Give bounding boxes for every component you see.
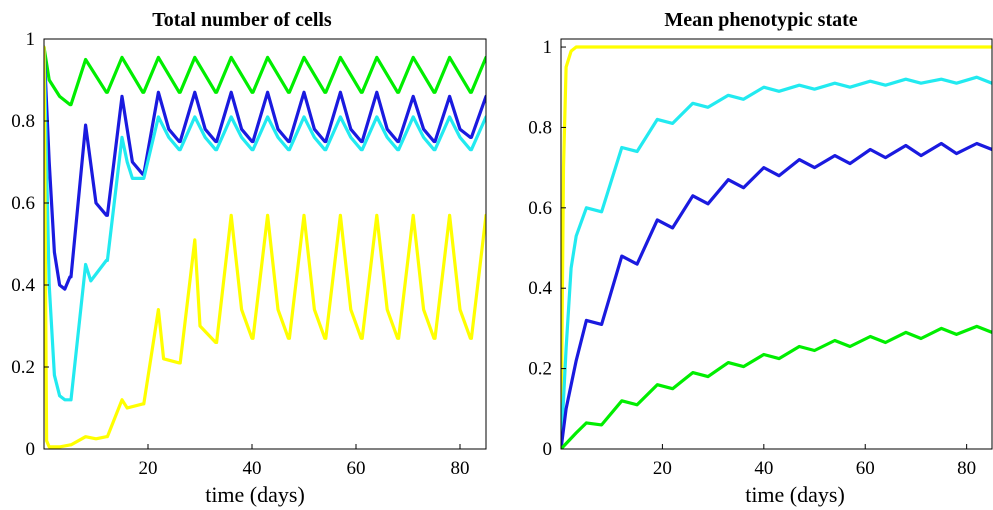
- chart-right-ytick-label: 0.8: [528, 117, 552, 138]
- chart-left-series-line-0: [44, 45, 486, 107]
- chart-right-series-line-0: [561, 45, 992, 449]
- chart-right-series-group: [561, 45, 992, 449]
- chart-left-ticks: 0 0.2 0.4 0.6 0.8 1 20 40 60 80: [11, 29, 469, 479]
- chart-left-ytick-label: 0.8: [11, 111, 35, 132]
- chart-right-ytick-label: 0.2: [528, 359, 552, 380]
- chart-left-series-line-1: [44, 45, 486, 291]
- chart-right-xlabel: time (days): [745, 482, 845, 507]
- chart-left-ytick-label: 0.6: [11, 193, 35, 214]
- chart-left-series-group: [44, 45, 486, 449]
- chart-left-xtick-label: 60: [347, 458, 366, 479]
- chart-right-ytick-label: 1: [543, 37, 553, 58]
- chart-left-ytick-label: 0.4: [11, 275, 35, 296]
- chart-left-ytick-label: 0: [26, 439, 36, 460]
- chart-right-frame: [560, 38, 993, 450]
- chart-left-series-line-2: [44, 45, 486, 402]
- chart-left-title: Total number of cells: [152, 9, 332, 31]
- chart-right-series-line-2: [561, 141, 992, 449]
- chart-right-xtick-label: 80: [957, 458, 976, 479]
- chart-right-title: Mean phenotypic state: [664, 9, 857, 31]
- chart-right-xtick-label: 60: [856, 458, 875, 479]
- chart-right-ytick-label: 0.6: [528, 198, 552, 219]
- chart-left-xtick-label: 80: [451, 458, 470, 479]
- chart-right-ytick-label: 0: [543, 439, 553, 460]
- chart-left-series-line-3: [44, 45, 486, 449]
- chart-right-series-line-3: [561, 324, 992, 449]
- chart-left-ytick-label: 1: [26, 29, 36, 50]
- chart-left-frame: [43, 38, 487, 450]
- chart-right-ytick-label: 0.4: [528, 278, 552, 299]
- chart-right: Mean phenotypic state 0 0.2 0.4 0.6 0.8 1 20 40…: [528, 9, 993, 507]
- chart-right-xtick-label: 20: [653, 458, 672, 479]
- chart-left: Total number of cells 0 0.2 0.4 0.6 0.8 1 20 40…: [11, 9, 487, 507]
- chart-right-series-line-1: [561, 75, 992, 449]
- chart-left-ytick-label: 0.2: [11, 357, 35, 378]
- chart-left-xtick-label: 20: [139, 458, 158, 479]
- chart-right-xtick-label: 40: [754, 458, 773, 479]
- chart-left-xtick-label: 40: [243, 458, 262, 479]
- chart-right-ticks: 0 0.2 0.4 0.6 0.8 1 20 40 60 80: [528, 37, 976, 479]
- chart-left-xlabel: time (days): [205, 482, 305, 507]
